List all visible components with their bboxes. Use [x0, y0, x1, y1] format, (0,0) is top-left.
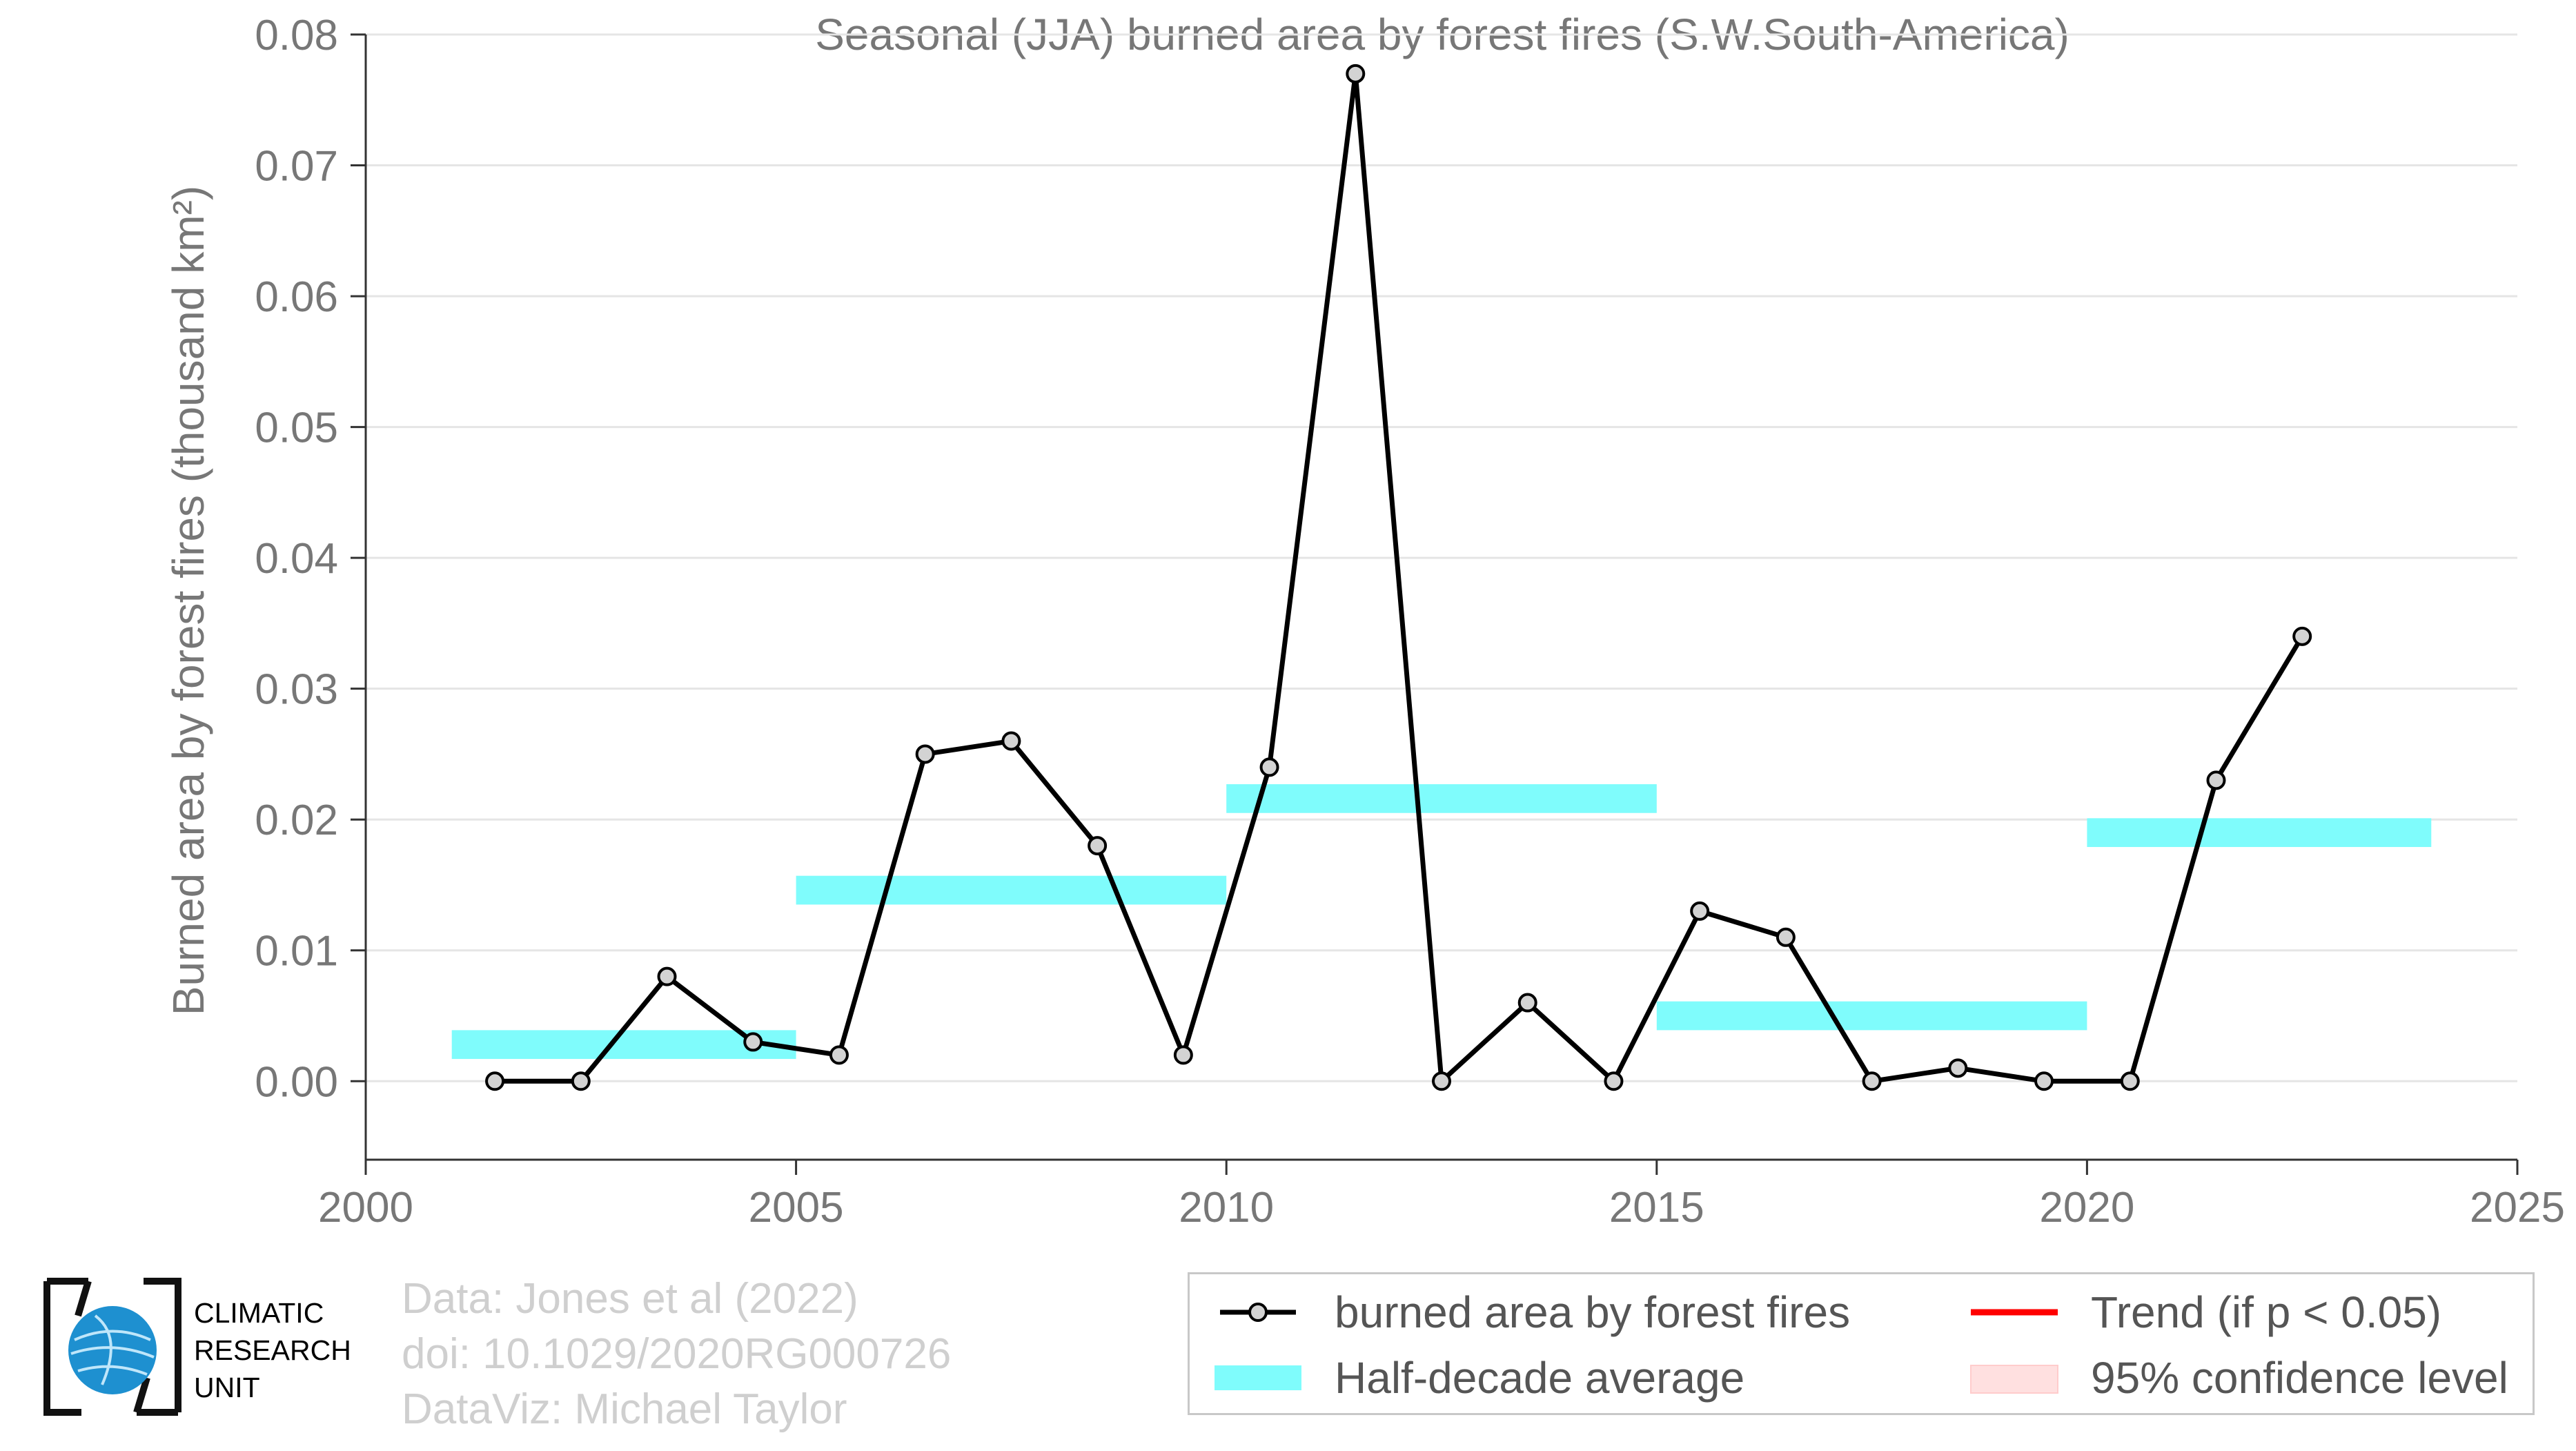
- data-point: [1088, 836, 1108, 856]
- x-tick-label: 2025: [2470, 1184, 2565, 1231]
- series-line: [495, 71, 2305, 1084]
- data-point: [1346, 64, 1366, 84]
- credit-data: Data: Jones et al (2022): [402, 1275, 858, 1323]
- data-point: [1604, 1071, 1624, 1091]
- data-point: [657, 966, 677, 986]
- y-tick-label: 0.03: [255, 666, 338, 714]
- y-tick-label: 0.05: [255, 405, 338, 452]
- data-point: [829, 1045, 849, 1065]
- legend-item-average: Half-decade average: [1206, 1350, 1744, 1405]
- half-decade-averages: [451, 784, 2432, 1060]
- y-tick-label: 0.02: [255, 797, 338, 844]
- credit-doi: doi: 10.1029/2020RG000726: [402, 1330, 952, 1378]
- legend-trend-label: Trend (if p < 0.05): [2091, 1287, 2442, 1337]
- credit-dataviz: DataViz: Michael Taylor: [402, 1385, 847, 1433]
- y-tick-label: 0.08: [255, 12, 338, 59]
- data-point: [1690, 901, 1710, 921]
- legend-item-trend: Trend (if p < 0.05): [1963, 1285, 2441, 1340]
- logo-line1: CLIMATIC: [194, 1297, 324, 1329]
- legend-item-ci: 95% confidence level: [1963, 1350, 2508, 1405]
- x-axis: 2000 2005 2010 2015 2020 2025: [318, 1158, 2565, 1231]
- legend-series-label: burned area by forest fires: [1335, 1287, 1851, 1337]
- legend-item-series: burned area by forest fires: [1206, 1285, 1850, 1340]
- data-point: [571, 1071, 591, 1091]
- x-tick-label: 2015: [1609, 1184, 1704, 1231]
- y-tick-label: 0.01: [255, 928, 338, 975]
- legend: burned area by forest fires Half-decade …: [1188, 1272, 2535, 1415]
- y-tick-label: 0.07: [255, 143, 338, 191]
- y-axis: 0.00 0.01 0.02 0.03 0.04 0.05 0.06 0.07 0.08: [255, 12, 367, 1160]
- data-point: [1432, 1071, 1451, 1091]
- data-point: [1862, 1071, 1882, 1091]
- y-tick-label: 0.06: [255, 273, 338, 321]
- half-decade-bar: [1656, 1001, 2087, 1031]
- half-decade-bar: [2087, 818, 2432, 848]
- logo-line2: RESEARCH: [194, 1334, 351, 1366]
- cru-logo-text: CLIMATIC RESEARCH UNIT: [194, 1294, 351, 1406]
- y-axis-label: Burned area by forest fires (thousand km…: [164, 186, 213, 1015]
- x-tick-label: 2020: [2039, 1184, 2134, 1231]
- data-point: [1948, 1058, 1968, 1078]
- y-tick-label: 0.00: [255, 1058, 338, 1106]
- data-point: [485, 1071, 505, 1091]
- credits: Data: Jones et al (2022) doi: 10.1029/20…: [402, 1272, 951, 1437]
- series-burned-area: [485, 64, 2312, 1091]
- data-point: [1173, 1045, 1193, 1065]
- half-decade-bar: [796, 875, 1227, 905]
- x-tick-label: 2005: [749, 1184, 844, 1231]
- y-tick-label: 0.04: [255, 535, 338, 583]
- half-decade-bar: [451, 1030, 796, 1060]
- legend-average-label: Half-decade average: [1335, 1353, 1745, 1403]
- data-point: [743, 1032, 763, 1052]
- gridlines: [366, 33, 2517, 1082]
- half-decade-bar: [1226, 784, 1657, 813]
- data-point: [2034, 1071, 2054, 1091]
- logo-line3: UNIT: [194, 1372, 260, 1403]
- data-point: [1517, 993, 1537, 1013]
- legend-ci-label: 95% confidence level: [2091, 1353, 2508, 1403]
- data-point: [1001, 731, 1021, 751]
- x-tick-label: 2010: [1179, 1184, 1274, 1231]
- data-point: [915, 744, 935, 764]
- data-point: [1259, 757, 1279, 777]
- data-point: [2120, 1071, 2140, 1091]
- x-tick-label: 2000: [318, 1184, 413, 1231]
- data-point: [2292, 626, 2312, 646]
- data-point: [1776, 927, 1796, 947]
- cru-logo: [40, 1274, 185, 1419]
- data-point: [2206, 770, 2226, 790]
